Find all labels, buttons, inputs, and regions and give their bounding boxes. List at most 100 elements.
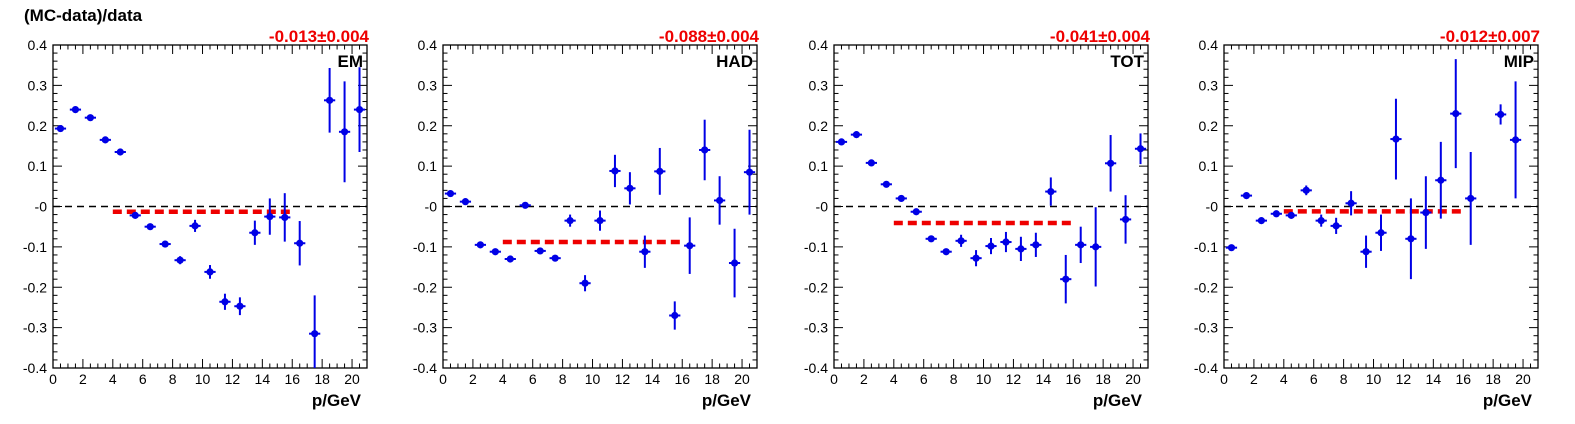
marker xyxy=(1497,110,1505,119)
data-point xyxy=(174,256,186,265)
y-tick-label: 0.2 xyxy=(418,118,438,134)
x-tick-label: 2 xyxy=(860,371,868,387)
y-tick-label: 0.3 xyxy=(809,77,829,93)
fit-result-label: -0.013±0.004 xyxy=(269,27,370,46)
y-tick-label: -0.2 xyxy=(23,279,47,295)
data-point xyxy=(84,114,96,122)
data-point xyxy=(714,176,726,225)
marker xyxy=(1511,136,1520,144)
x-tick-label: 8 xyxy=(1340,371,1348,387)
x-tick-label: 10 xyxy=(585,371,601,387)
x-tick-label: 8 xyxy=(169,371,177,387)
marker xyxy=(1392,135,1400,143)
x-tick-label: 6 xyxy=(920,371,928,387)
data-point xyxy=(970,250,982,267)
marker xyxy=(476,241,484,249)
x-axis-label: p/GeV xyxy=(702,391,752,410)
data-point xyxy=(1134,133,1147,165)
data-point xyxy=(159,240,171,248)
marker xyxy=(837,138,846,146)
data-point xyxy=(1000,231,1012,253)
data-point xyxy=(624,172,636,205)
data-point xyxy=(1360,235,1372,268)
x-axis-label: p/GeV xyxy=(1483,391,1533,410)
y-tick-label: 0.1 xyxy=(1199,158,1219,174)
marker xyxy=(491,248,499,256)
panel-label: HAD xyxy=(716,52,753,71)
data-point xyxy=(264,198,276,235)
marker xyxy=(551,254,559,262)
data-point xyxy=(1435,141,1447,219)
marker xyxy=(1332,222,1340,230)
data-point xyxy=(639,235,651,268)
data-point xyxy=(444,189,457,198)
marker xyxy=(1047,187,1055,196)
data-point xyxy=(1240,191,1253,200)
data-point xyxy=(534,247,546,255)
data-point xyxy=(249,220,261,245)
data-point xyxy=(1285,211,1297,219)
data-point xyxy=(338,81,351,183)
data-point xyxy=(309,295,321,368)
marker xyxy=(957,237,965,245)
y-tick-label: -0.2 xyxy=(804,279,828,295)
marker xyxy=(1302,186,1310,194)
data-point xyxy=(1509,81,1522,199)
data-point xyxy=(925,235,937,243)
x-tick-label: 4 xyxy=(890,371,898,387)
y-tick-label: -0 xyxy=(816,199,829,215)
marker xyxy=(566,217,574,225)
data-point xyxy=(1465,151,1477,245)
marker xyxy=(730,259,739,267)
x-tick-label: 12 xyxy=(225,371,241,387)
data-point xyxy=(910,208,922,216)
marker xyxy=(1017,245,1025,253)
data-point xyxy=(549,254,561,262)
marker xyxy=(355,106,364,114)
marker xyxy=(1242,191,1251,200)
x-tick-label: 10 xyxy=(1366,371,1382,387)
marker xyxy=(1467,194,1475,203)
marker xyxy=(581,279,589,287)
x-tick-label: 12 xyxy=(615,371,631,387)
marker xyxy=(852,131,861,139)
y-tick-label: -0.3 xyxy=(804,320,828,336)
data-point xyxy=(955,234,967,247)
y-tick-label: 0.4 xyxy=(28,37,48,53)
marker xyxy=(56,124,65,133)
y-tick-label: -0.2 xyxy=(1194,279,1218,295)
marker xyxy=(281,213,289,222)
data-point xyxy=(895,194,907,203)
y-tick-label: 0.2 xyxy=(1199,118,1219,134)
marker xyxy=(1272,210,1280,218)
marker xyxy=(671,311,679,320)
data-point xyxy=(54,124,67,133)
y-tick-label: 0.3 xyxy=(28,77,48,93)
marker xyxy=(146,223,154,231)
data-point xyxy=(519,201,531,209)
data-point xyxy=(654,147,666,195)
data-point xyxy=(940,248,952,256)
marker xyxy=(236,302,244,310)
y-tick-label: -0 xyxy=(1206,199,1219,215)
marker xyxy=(611,167,619,175)
data-point xyxy=(1270,210,1282,218)
marker xyxy=(942,248,950,256)
marker xyxy=(716,196,724,205)
marker xyxy=(71,106,80,114)
x-tick-label: 10 xyxy=(195,371,211,387)
x-tick-label: 20 xyxy=(1125,371,1141,387)
x-tick-label: 16 xyxy=(1065,371,1081,387)
fit-result-label: -0.012±0.007 xyxy=(1440,27,1540,46)
data-point xyxy=(1015,236,1027,262)
x-tick-label: 4 xyxy=(1280,371,1288,387)
data-point xyxy=(1390,98,1402,180)
y-tick-label: 0.4 xyxy=(1199,37,1219,53)
marker xyxy=(701,146,709,154)
data-point xyxy=(1420,176,1432,249)
marker xyxy=(131,211,139,219)
x-tick-label: 18 xyxy=(1485,371,1501,387)
marker xyxy=(626,184,634,192)
x-tick-label: 20 xyxy=(1515,371,1531,387)
marker xyxy=(1092,243,1100,251)
